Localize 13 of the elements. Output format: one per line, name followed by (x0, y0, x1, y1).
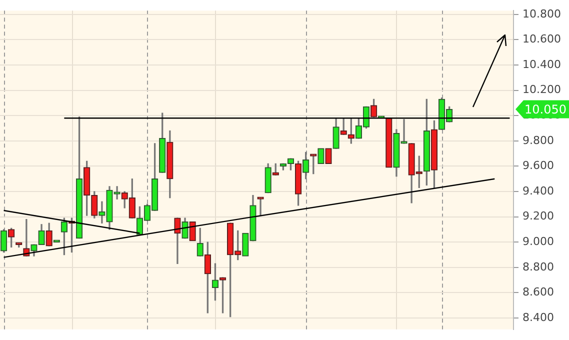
y-tick-label: 10.800 (522, 7, 562, 20)
y-tick-label: 10.400 (522, 58, 562, 71)
y-tick-label: 9.000 (522, 234, 554, 248)
y-tick-label: 8.800 (522, 260, 554, 274)
text: 10.050 (524, 102, 567, 116)
y-tick-label: 9.400 (522, 184, 554, 198)
y-tick-label: 8.400 (522, 310, 554, 324)
y-tick-label: 10.600 (522, 32, 562, 46)
y-tick-label: 9.200 (522, 210, 554, 223)
y-tick-label: 9.800 (522, 134, 554, 147)
y-tick-label: 8.600 (522, 286, 554, 299)
y-tick-label: 9.600 (522, 159, 554, 172)
y-tick-label: 10.200 (522, 83, 562, 96)
